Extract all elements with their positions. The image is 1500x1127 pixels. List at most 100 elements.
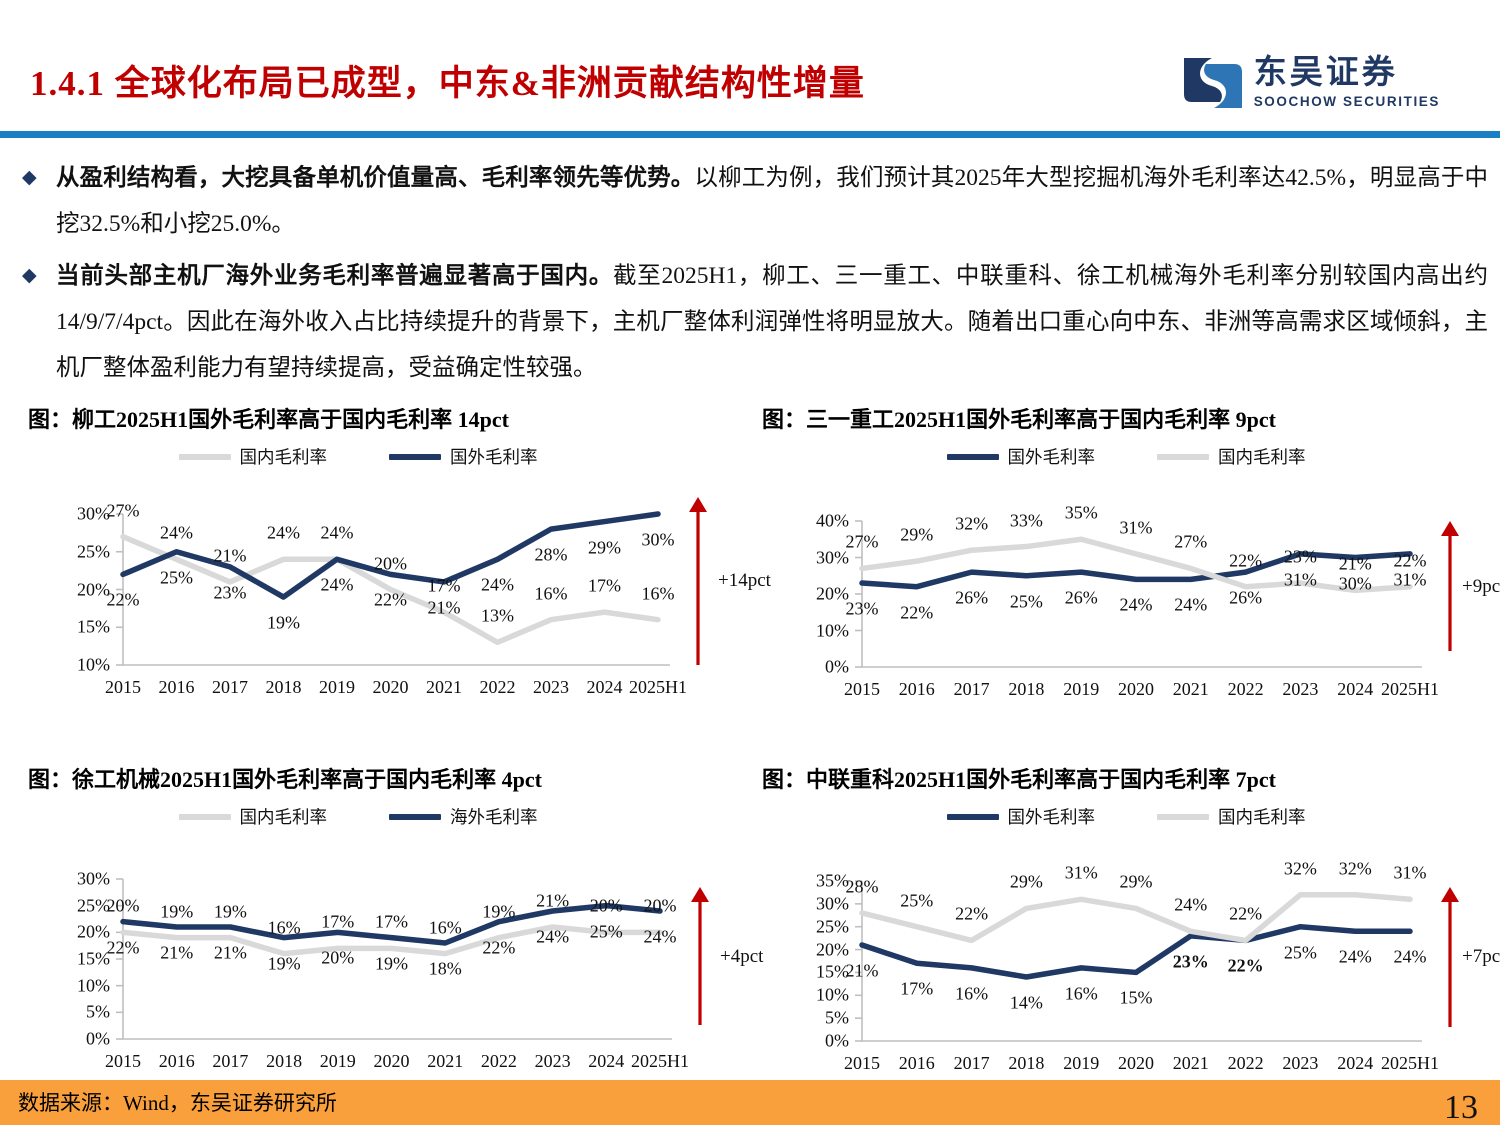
data-point-label: 16% (267, 917, 301, 938)
x-axis-tick-label: 2016 (158, 677, 195, 697)
data-point-label: 27% (106, 500, 140, 521)
data-point-label: 33% (1009, 510, 1043, 531)
x-axis-tick-label: 2015 (844, 1053, 880, 1073)
header-divider-gap (0, 138, 1500, 140)
data-point-label: 32% (955, 513, 989, 534)
series-line (120, 511, 661, 600)
data-point-label: 25% (900, 890, 934, 911)
chart-title: 图：徐工机械2025H1国外毛利率高于国内毛利率 4pct (28, 767, 542, 792)
gap-annotation-label: +4pct (720, 946, 764, 967)
plot-area: 0% 5% 10% 15% 20% 25% 30% 2015 2016 2017 2018 2019 2… (28, 829, 763, 1072)
legend-swatch (178, 453, 231, 460)
x-axis-tick-label: 2020 (372, 677, 409, 697)
chart-title: 图：三一重工2025H1国外毛利率高于国内毛利率 9pct (762, 407, 1276, 432)
y-axis-tick-label: 35% (816, 870, 849, 891)
gap-annotation-label: +14pct (718, 570, 771, 591)
data-point-label: 35% (1064, 502, 1098, 523)
data-point-label: 17% (375, 911, 408, 932)
data-point-label: 20% (589, 895, 623, 916)
data-point-label: 21% (213, 942, 247, 963)
x-axis-tick-label: 2015 (105, 1051, 141, 1071)
data-point-label: 29% (1009, 871, 1043, 892)
y-axis-tick-label: 20% (816, 583, 849, 604)
x-axis-tick-label: 2024 (588, 1051, 625, 1071)
series-line (120, 533, 661, 646)
bullet-bold-text: 当前头部主机厂海外业务毛利率普遍显著高于国内。 (56, 263, 614, 289)
data-point-label: 21% (427, 597, 461, 618)
bullet-bold-text: 从盈利结构看，大挖具备单机价值量高、毛利率领先等优势。 (56, 165, 695, 191)
legend-label: 国外毛利率 (1007, 447, 1096, 467)
x-axis-tick-label: 2017 (212, 677, 248, 697)
logo-chinese-name: 东吴证券 (1253, 55, 1398, 92)
data-point-label: 24% (1393, 946, 1427, 967)
legend-label: 国外毛利率 (450, 447, 538, 467)
x-axis-tick-label: 2023 (534, 1051, 571, 1071)
y-axis-tick-label: 25% (77, 541, 110, 562)
x-axis-tick-label: 2019 (1063, 679, 1100, 699)
chart-legend: 国内毛利率 国外毛利率 (0, 444, 748, 469)
y-axis-tick-label: 5% (86, 1001, 110, 1022)
plot-area: 0% 5% 10% 15% 20% 25% 30% 35% 2015 2016 2017 2018 20… (762, 829, 1500, 1073)
x-axis-tick-label: 2022 (1227, 1053, 1264, 1073)
x-axis-tick-label: 2021 (1172, 1053, 1209, 1073)
data-point-label: 27% (1174, 531, 1208, 552)
chart-zoomlion: 图：中联重科2025H1国外毛利率高于国内毛利率 7pct 国外毛利率 国内毛利率… (762, 762, 1500, 1073)
source-note: 数据来源：Wind，东吴证券研究所 (18, 1091, 337, 1115)
logo-english-name: SOOCHOW SECURITIES (1253, 94, 1440, 110)
x-axis-tick-label: 2017 (953, 679, 990, 699)
data-point-label: 20% (643, 895, 677, 916)
legend-swatch (178, 813, 231, 820)
x-axis-tick-label: 2019 (319, 1051, 356, 1071)
chart-liugong: 图：柳工2025H1国外毛利率高于国内毛利率 14pct 国内毛利率 国外毛利率 … (28, 402, 771, 702)
company-logo: 东吴证券 SOOCHOW SECURITIES (1182, 52, 1440, 114)
bullet-marker-icon: ◆ (22, 167, 37, 188)
bullet-rest-text: 以柳工为例，我们预计其2025年大型挖掘机海外毛利率达42.5%，明显高于中挖3… (56, 165, 1489, 237)
x-axis-tick-label: 2015 (844, 679, 880, 699)
data-point-label: 24% (160, 522, 193, 543)
y-axis-tick-label: 30% (77, 503, 110, 524)
data-point-label: 24% (1338, 946, 1372, 967)
up-arrow-icon (1441, 887, 1459, 1027)
series-line (120, 924, 663, 957)
data-point-label: 22% (900, 602, 934, 623)
data-point-label: 17% (588, 575, 621, 596)
legend-swatch (946, 453, 999, 460)
data-point-label: 26% (1064, 587, 1098, 608)
data-point-label: 29% (1119, 871, 1153, 892)
legend-item: 国外毛利率 (946, 804, 1096, 829)
data-point-label: 32% (1283, 858, 1317, 879)
data-point-label: 28% (845, 876, 879, 897)
data-point-label: 22% (374, 589, 407, 610)
header-divider (0, 131, 1500, 138)
legend-label: 国外毛利率 (1007, 807, 1096, 827)
y-axis-tick-label: 15% (816, 961, 849, 982)
data-point-label: 22% (482, 937, 516, 958)
data-point-label: 29% (588, 537, 621, 558)
y-axis-tick-label: 10% (816, 620, 849, 640)
data-point-label: 19% (213, 901, 247, 922)
x-axis-tick-label: 2024 (1337, 1053, 1374, 1073)
data-point-label: 22% (1229, 903, 1263, 924)
y-axis-tick-label: 15% (77, 616, 110, 637)
data-point-label: 19% (267, 953, 301, 974)
y-axis-tick-label: 0% (825, 1030, 849, 1051)
legend-item: 国外毛利率 (389, 444, 538, 469)
x-axis-tick-label: 2021 (1172, 679, 1209, 699)
y-axis-tick-label: 10% (77, 975, 110, 996)
series-line (859, 891, 1413, 944)
y-axis-tick-label: 40% (816, 510, 849, 531)
x-axis-tick-label: 2025H1 (1381, 1053, 1439, 1073)
data-point-label: 16% (641, 583, 675, 604)
plot-area: 10% 15% 20% 25% 30% 2015 2016 2017 2018 2019 2020 2… (28, 469, 771, 699)
y-axis-tick-label: 10% (816, 984, 849, 1005)
data-point-label: 21% (1338, 553, 1372, 574)
data-point-label: 24% (643, 926, 677, 947)
chart-legend: 国内毛利率 海外毛利率 (0, 804, 748, 829)
x-axis-tick-label: 2015 (105, 677, 141, 697)
data-point-label: 23% (1172, 951, 1209, 972)
legend-item: 国内毛利率 (178, 444, 327, 469)
legend-item: 国外毛利率 (946, 444, 1096, 469)
x-axis-tick-label: 2022 (479, 677, 516, 697)
data-point-label: 24% (320, 574, 354, 595)
x-axis-tick-label: 2025H1 (631, 1051, 689, 1071)
